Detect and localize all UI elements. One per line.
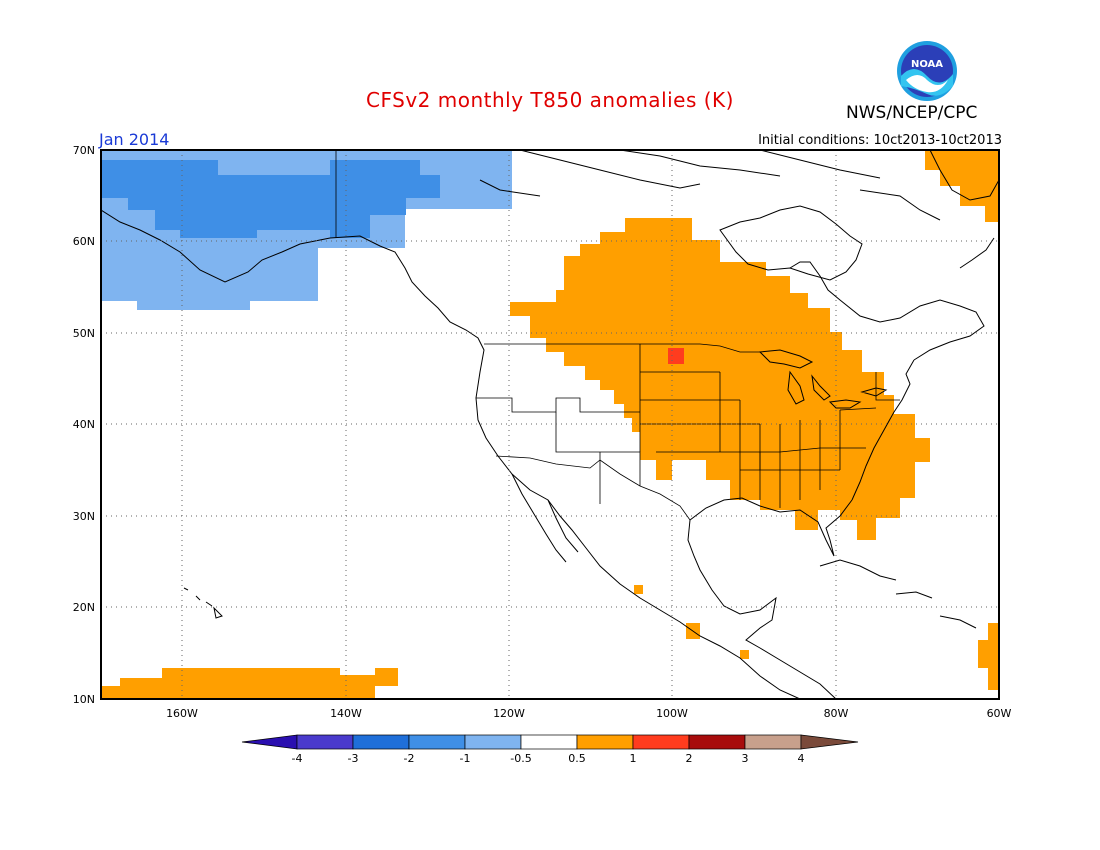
svg-text:NOAA: NOAA [911, 59, 943, 70]
colorbar-swatch [408, 734, 466, 750]
colorbar-swatch [520, 734, 578, 750]
colorbar-label: 4 [798, 752, 805, 765]
lat-label: 30N [73, 510, 95, 523]
colorbar-swatch [296, 734, 354, 750]
colorbar-label: -4 [292, 752, 303, 765]
colorbar-min-arrow [241, 734, 298, 750]
coastlines [101, 150, 999, 699]
chart-title: CFSv2 monthly T850 anomalies (K) [366, 88, 734, 112]
lon-label: 100W [656, 707, 688, 720]
colorbar-swatch [744, 734, 802, 750]
lon-label: 140W [330, 707, 362, 720]
agency-label: NWS/NCEP/CPC [846, 103, 978, 123]
colorbar-label: -2 [404, 752, 415, 765]
colorbar-label: -0.5 [510, 752, 531, 765]
lat-label: 20N [73, 601, 95, 614]
colorbar-label: 3 [742, 752, 749, 765]
month-label: Jan 2014 [99, 130, 170, 149]
lon-label: 80W [824, 707, 849, 720]
colorbar-swatch [688, 734, 746, 750]
lon-axis: 160W 140W 120W 100W 80W 60W [166, 707, 1011, 720]
lat-label: 50N [73, 327, 95, 340]
cool-anomaly-region [101, 150, 512, 310]
noaa-logo-icon: NOAA [896, 40, 958, 106]
borders [335, 150, 900, 521]
plot-frame [100, 149, 1000, 700]
colorbar-swatch [632, 734, 690, 750]
colorbar-swatch [464, 734, 522, 750]
colorbar-label: 2 [686, 752, 693, 765]
lon-label: 160W [166, 707, 198, 720]
lon-label: 120W [493, 707, 525, 720]
colorbar: -4 -3 -2 -1 -0.5 0.5 1 2 3 4 [241, 734, 859, 765]
colorbar-label: 0.5 [568, 752, 586, 765]
initial-conditions-label: Initial conditions: 10ct2013-10ct2013 [758, 133, 1002, 148]
lat-label: 70N [73, 144, 95, 157]
colorbar-swatch [576, 734, 634, 750]
colorbar-label: -1 [460, 752, 471, 765]
lon-label: 60W [987, 707, 1012, 720]
lat-label: 10N [73, 693, 95, 706]
lat-label: 40N [73, 418, 95, 431]
colorbar-label: 1 [630, 752, 637, 765]
lat-axis: 10N 20N 30N 40N 50N 60N 70N [73, 144, 95, 706]
colorbar-swatch [352, 734, 410, 750]
colorbar-label: -3 [348, 752, 359, 765]
colorbar-max-arrow [800, 734, 859, 750]
lat-label: 60N [73, 235, 95, 248]
